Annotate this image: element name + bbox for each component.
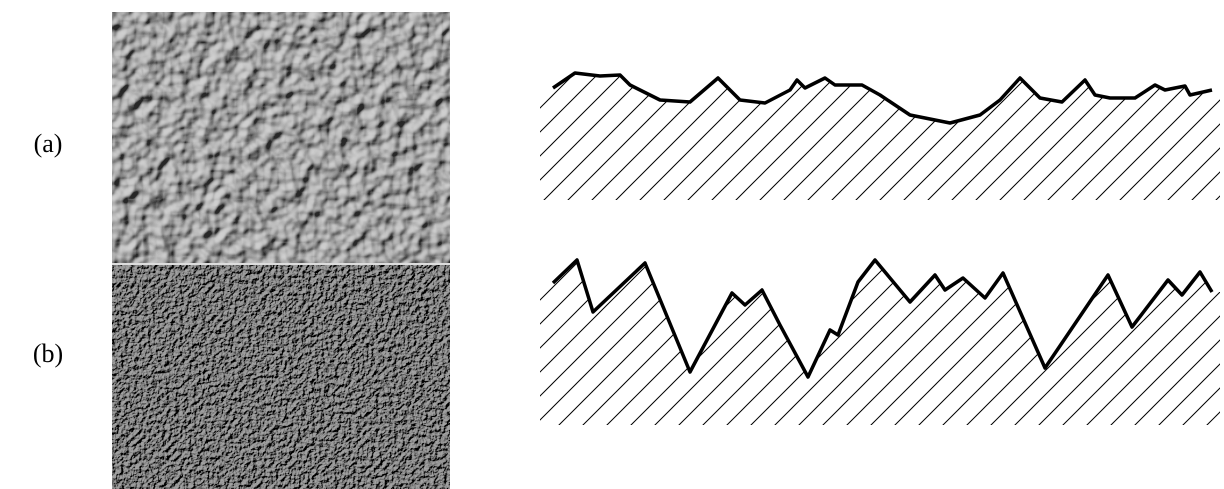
panel-label: (a)	[34, 129, 63, 158]
panel-label: (b)	[33, 339, 63, 368]
hatch-area-b	[540, 260, 1220, 425]
micrograph-b	[112, 265, 450, 489]
figure: (a) (b)	[0, 0, 1224, 489]
micrograph-a	[112, 12, 450, 265]
